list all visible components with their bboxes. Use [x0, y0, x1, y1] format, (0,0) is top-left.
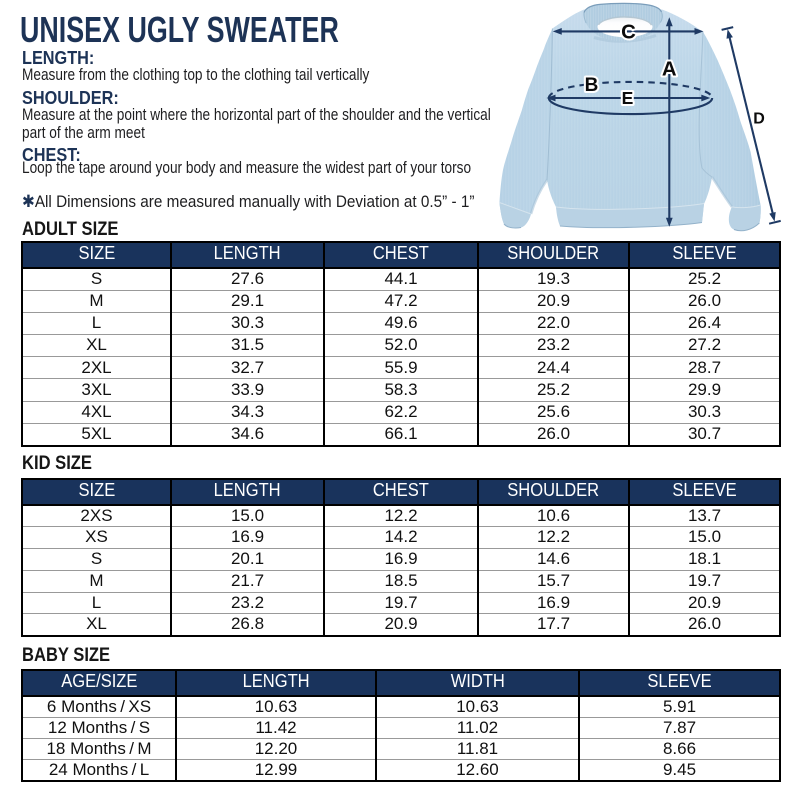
- svg-text:E: E: [622, 88, 634, 108]
- svg-text:D: D: [753, 111, 765, 128]
- svg-text:B: B: [585, 75, 599, 96]
- svg-text:A: A: [662, 59, 677, 81]
- svg-text:C: C: [621, 21, 636, 43]
